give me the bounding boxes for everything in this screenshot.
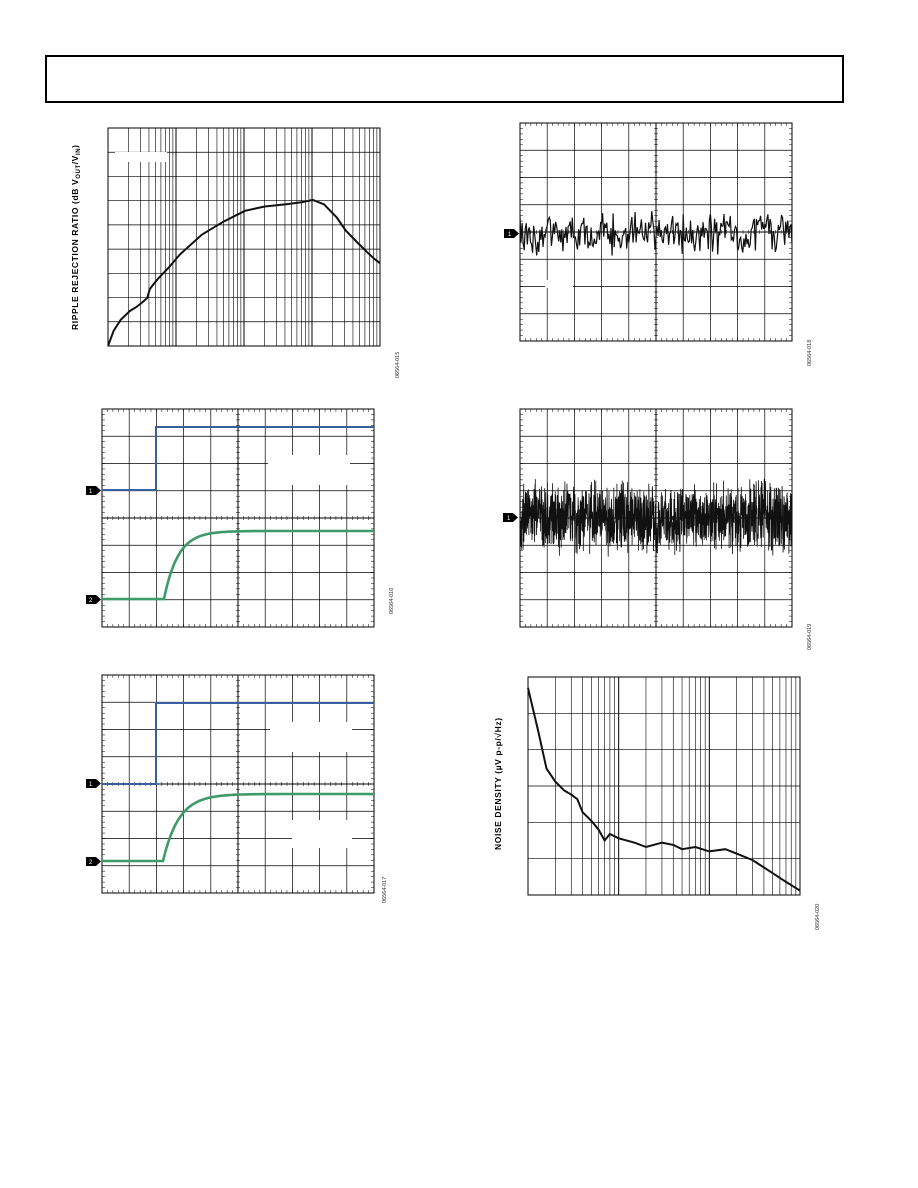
- channel-marker-2: [86, 857, 101, 866]
- chart-noise-wideband: 1 06564-019: [503, 408, 813, 650]
- figure-id: 06564-016: [389, 588, 395, 614]
- series-line: [519, 211, 793, 256]
- figure-id: 06564-019: [807, 624, 813, 650]
- channel-marker-1: [86, 486, 101, 495]
- channel-marker-1: [86, 779, 101, 788]
- chart-ripple: RIPPLE REJECTION RATIO (dB VOUT/VIN) 065…: [70, 127, 401, 378]
- chart-transient-2: 1 2 06564-017: [86, 674, 388, 903]
- channel-marker: [504, 229, 519, 238]
- y-axis-label: NOISE DENSITY (µV p-p/√Hz): [493, 717, 503, 850]
- legend-blank: [545, 280, 573, 288]
- channel-marker: [503, 513, 518, 522]
- figure-id: 06564-020: [815, 904, 821, 930]
- chart-noise-density: NOISE DENSITY (µV p-p/√Hz) 06564-020: [493, 676, 821, 930]
- y-axis-label: RIPPLE REJECTION RATIO (dB VOUT/VIN): [70, 144, 82, 330]
- figure-id: 06564-015: [395, 352, 401, 378]
- chart-noise-low-freq: 1 06564-018: [504, 122, 813, 366]
- channel-marker-label: 1: [507, 516, 511, 522]
- series-line: [107, 198, 381, 347]
- channel-marker-label: 2: [89, 860, 93, 866]
- legend-blank: [115, 152, 167, 162]
- header-box: [45, 55, 844, 103]
- series-line: [519, 478, 793, 557]
- legend-blank: [270, 722, 352, 752]
- series-line-channel-2: [102, 529, 374, 601]
- legend-blank: [268, 455, 350, 485]
- channel-marker-label: 1: [89, 782, 93, 788]
- series-line-channel-1: [102, 702, 374, 785]
- plot-grid: [102, 409, 374, 627]
- channel-marker-2: [86, 595, 101, 604]
- figure-id: 06564-018: [807, 340, 813, 366]
- series-line-channel-1: [102, 426, 374, 491]
- channel-marker-label: 1: [508, 232, 512, 238]
- channel-marker-label: 1: [89, 489, 93, 495]
- series-line: [527, 687, 801, 892]
- channel-marker-label: 2: [89, 598, 93, 604]
- figure-id: 06564-017: [382, 877, 388, 903]
- chart-transient-1: 1 2 06564-016: [86, 408, 395, 628]
- legend-blank: [292, 820, 352, 848]
- series-line-channel-2: [102, 792, 374, 863]
- plot-grid: [528, 677, 801, 895]
